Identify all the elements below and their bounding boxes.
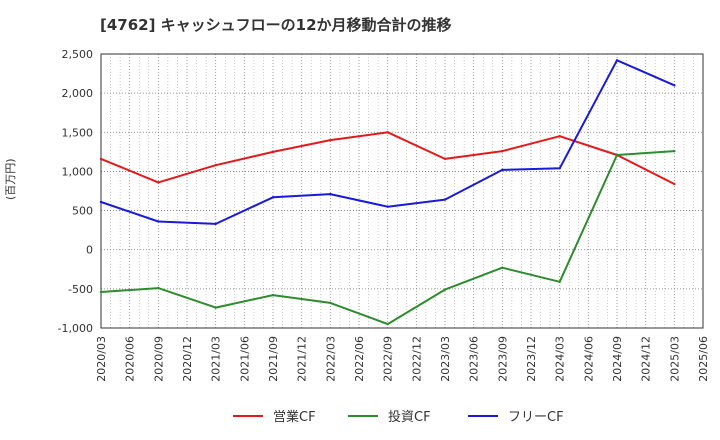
data-point (501, 168, 504, 172)
y-tick-label: -1,000 (58, 322, 93, 335)
y-tick-label: -500 (68, 283, 93, 296)
y-tick-label: 2,000 (62, 87, 94, 100)
data-point (443, 198, 447, 201)
x-tick-label: 2021/12 (296, 336, 309, 382)
data-point (443, 157, 447, 161)
x-tick-label: 2022/06 (353, 336, 366, 382)
y-tick-label: 1,000 (62, 165, 94, 178)
data-point (99, 157, 103, 161)
y-tick-label: 1,500 (62, 126, 94, 139)
data-point (157, 286, 160, 290)
x-tick-label: 2021/03 (210, 336, 223, 382)
data-point (214, 163, 217, 167)
data-point (157, 220, 160, 223)
legend-label[interactable]: 営業CF (273, 409, 316, 425)
data-point (501, 266, 504, 269)
x-tick-label: 2022/09 (382, 336, 395, 382)
data-point (558, 280, 561, 284)
legend-label[interactable]: フリーCF (508, 410, 564, 425)
data-point (673, 149, 676, 153)
data-point (615, 59, 619, 62)
x-tick-label: 2020/09 (152, 336, 165, 382)
y-tick-label: 500 (72, 205, 93, 218)
plot-area (101, 54, 703, 328)
x-tick-label: 2025/06 (697, 336, 710, 382)
x-tick-label: 2020/06 (124, 336, 137, 382)
data-point (271, 293, 275, 297)
x-tick-label: 2023/03 (439, 336, 452, 382)
chart-title: [4762] キャッシュフローの12か月移動合計の推移 (100, 16, 452, 34)
data-point (558, 167, 561, 170)
y-tick-label: 0 (86, 244, 93, 257)
x-tick-label: 2024/09 (611, 336, 624, 382)
x-tick-label: 2022/12 (410, 336, 423, 382)
x-tick-label: 2023/09 (496, 336, 509, 382)
data-point (329, 192, 332, 196)
data-point (386, 322, 389, 326)
data-point (443, 288, 447, 291)
x-tick-label: 2021/06 (238, 336, 251, 382)
data-point (99, 200, 103, 204)
data-point (386, 205, 389, 208)
x-tick-label: 2024/12 (640, 336, 653, 382)
x-tick-label: 2023/12 (525, 336, 538, 382)
data-point (214, 222, 217, 226)
data-point (501, 149, 504, 153)
data-point (673, 84, 676, 87)
x-tick-label: 2022/03 (324, 336, 337, 382)
x-tick-label: 2020/12 (181, 336, 194, 382)
data-point (386, 131, 389, 134)
data-point (329, 301, 332, 305)
data-point (214, 306, 217, 309)
data-point (673, 182, 676, 186)
x-tick-label: 2025/03 (668, 336, 681, 382)
plot-border (100, 53, 704, 329)
data-point (329, 138, 332, 142)
data-point (99, 290, 103, 294)
y-tick-label: 2,500 (62, 48, 94, 61)
data-point (271, 150, 275, 154)
x-tick-label: 2021/09 (267, 336, 280, 382)
data-point (558, 135, 561, 138)
x-tick-label: 2020/03 (95, 336, 108, 382)
data-point (615, 153, 619, 157)
data-point (271, 196, 275, 199)
x-tick-label: 2024/03 (554, 336, 567, 382)
x-tick-label: 2024/06 (582, 336, 595, 382)
x-tick-label: 2023/06 (468, 336, 481, 382)
data-point (157, 181, 160, 184)
legend-label[interactable]: 投資CF (388, 409, 431, 425)
